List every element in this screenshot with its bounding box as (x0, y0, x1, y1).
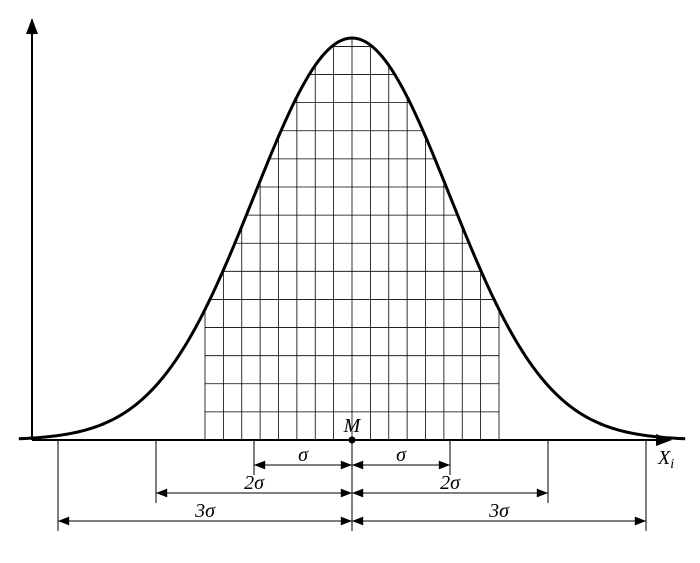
gaussian-diagram: XiMσσ2σ2σ3σ3σ (0, 0, 700, 563)
mean-label: M (343, 415, 362, 437)
sigma-label-right-2: 2σ (440, 472, 461, 494)
sigma-label-right-1: σ (396, 444, 407, 466)
sigma-label-left-3: 3σ (194, 500, 216, 522)
sigma-label-right-3: 3σ (488, 500, 510, 522)
sigma-label-left-1: σ (298, 444, 309, 466)
sigma-label-left-2: 2σ (244, 472, 265, 494)
